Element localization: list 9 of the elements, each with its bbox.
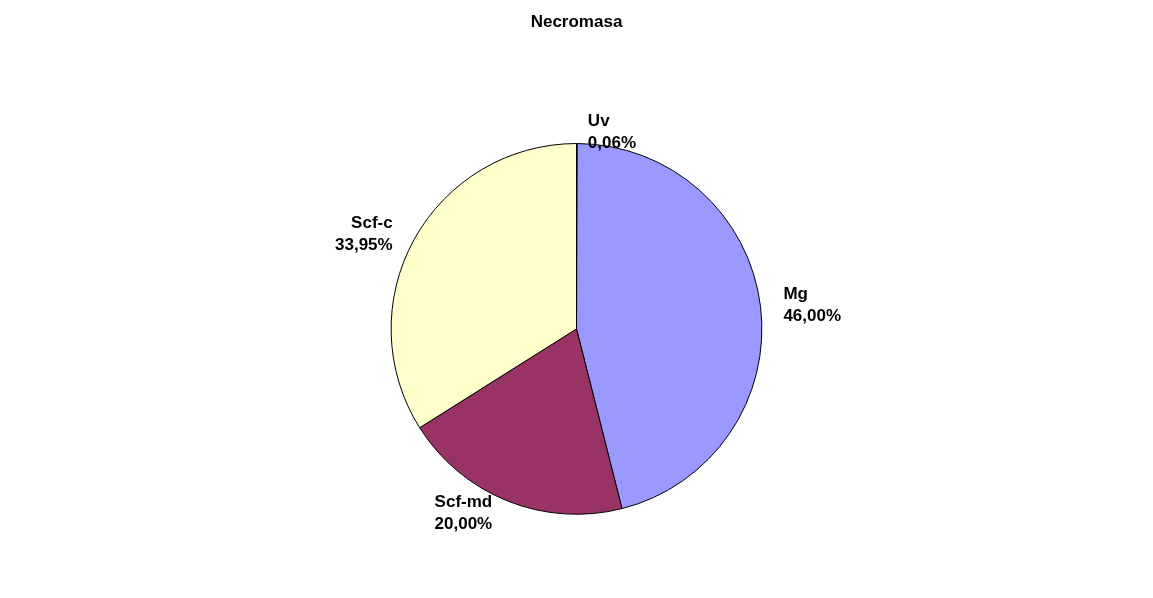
data-label: 0,06% xyxy=(587,133,637,153)
data-label: 20,00% xyxy=(434,513,493,533)
slice-label: Scf-c xyxy=(351,213,393,233)
data-label: 33,95% xyxy=(335,235,393,255)
data-label: 46,00% xyxy=(783,306,842,326)
chart-title: Necromasa xyxy=(530,12,623,31)
slice-label: Mg xyxy=(783,284,808,304)
slice-label: Scf-md xyxy=(434,491,493,511)
slice-label: Uv xyxy=(587,111,611,131)
